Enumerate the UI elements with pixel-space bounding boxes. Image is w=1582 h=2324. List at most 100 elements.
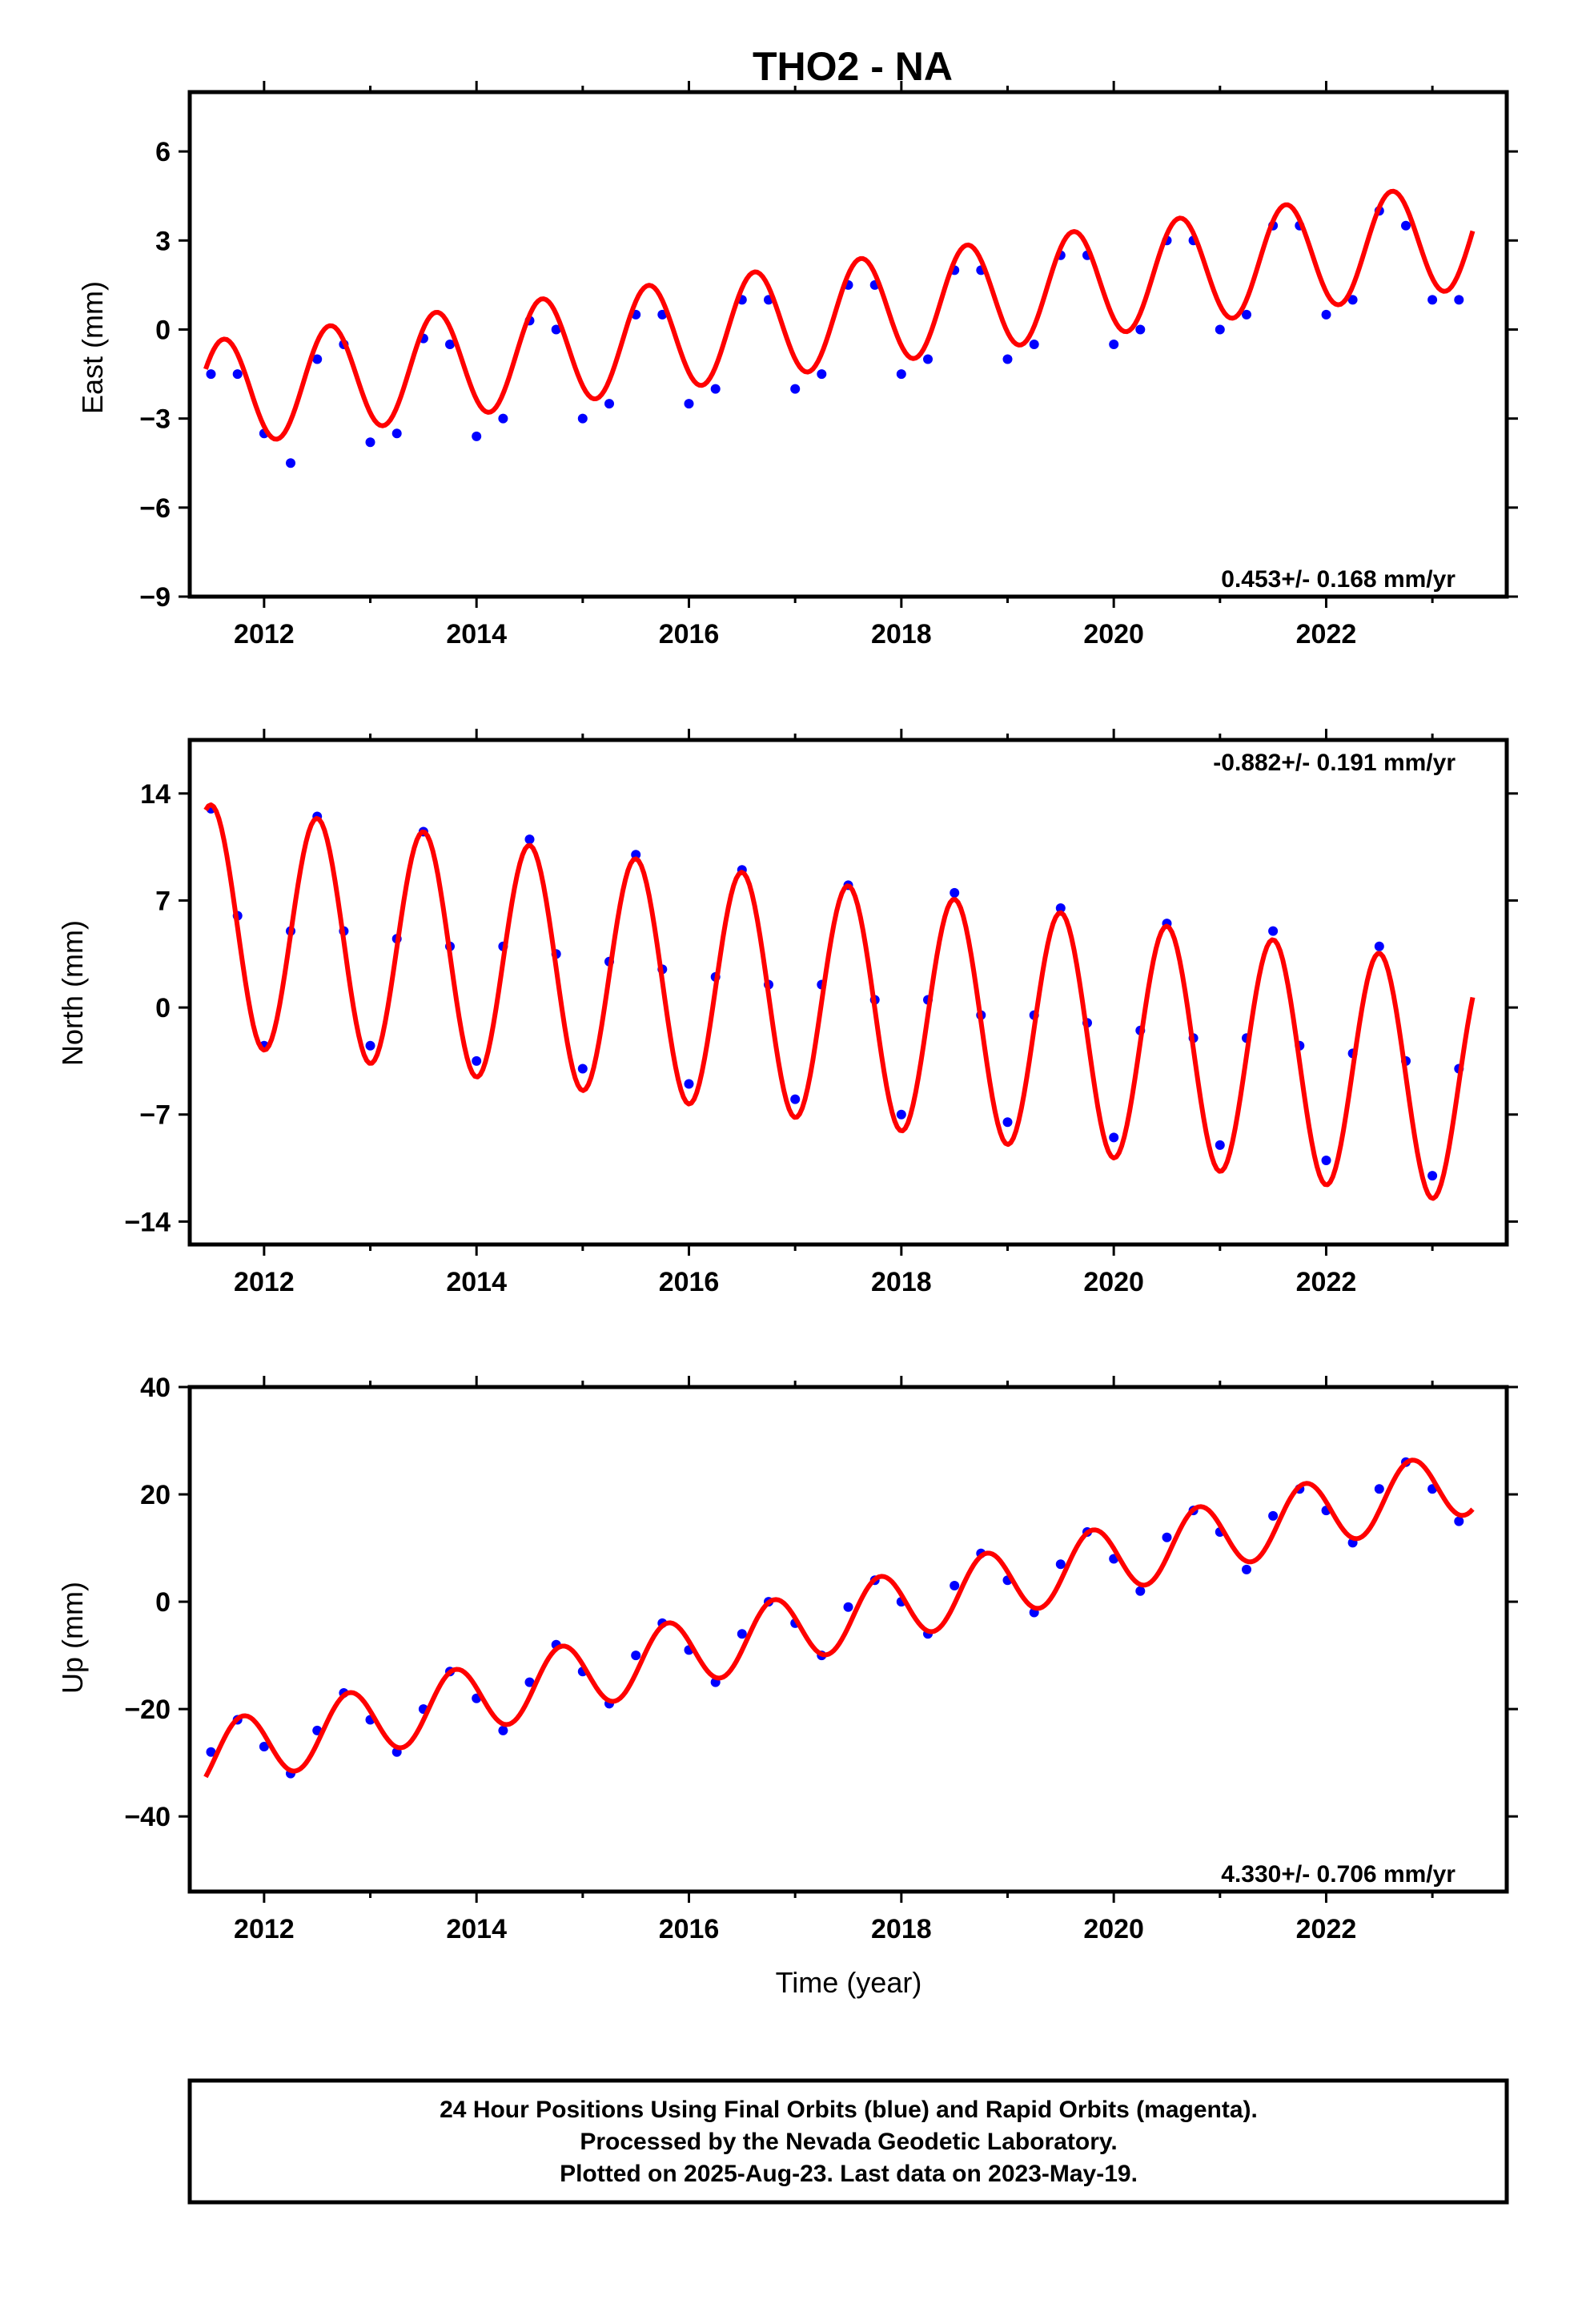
x-tick-label: 2014 <box>446 619 507 649</box>
data-point <box>1215 1140 1225 1150</box>
y-tick-label: 14 <box>140 779 171 810</box>
data-point <box>1109 340 1119 349</box>
north-rate-label: -0.882+/- 0.191 mm/yr <box>1213 750 1456 776</box>
data-point <box>524 1677 535 1687</box>
x-tick-label: 2020 <box>1083 1914 1144 1944</box>
east-frame <box>187 90 1509 599</box>
data-point <box>1135 1586 1146 1596</box>
up-model-line <box>203 1458 1475 1779</box>
up-panel: Up (mm) 2012 2014 2016 2018 2020 2022 40 20 0 −20… <box>56 1373 1518 1944</box>
y-tick-label: 20 <box>140 1480 171 1510</box>
data-point <box>1135 324 1146 335</box>
data-point <box>923 354 933 364</box>
x-tick-label: 2016 <box>659 1267 720 1297</box>
data-point <box>896 369 906 380</box>
footer-line-1: 24 Hour Positions Using Final Orbits (bl… <box>440 2097 1258 2123</box>
data-point <box>1427 295 1438 305</box>
x-tick-label: 2016 <box>659 1914 720 1944</box>
chart-title: THO2 - NA <box>753 44 953 89</box>
x-tick-label: 2012 <box>234 619 295 649</box>
x-tick-label: 2018 <box>871 1267 932 1297</box>
data-point <box>1109 1132 1119 1143</box>
data-point <box>790 1094 801 1104</box>
y-tick-label: 7 <box>155 886 171 916</box>
data-point <box>950 1581 960 1590</box>
x-tick-label: 2014 <box>446 1267 507 1297</box>
data-point <box>1242 1564 1251 1574</box>
data-point <box>843 1602 853 1612</box>
y-tick-label: −7 <box>139 1100 171 1131</box>
data-point <box>1374 1484 1384 1494</box>
data-point <box>1454 295 1464 305</box>
data-point <box>1162 1532 1172 1542</box>
data-point <box>631 850 641 860</box>
data-point <box>577 413 588 424</box>
data-point <box>286 458 295 468</box>
data-point <box>551 324 561 335</box>
data-point <box>1029 340 1039 349</box>
y-tick-label: 0 <box>155 993 171 1023</box>
data-point <box>365 1040 375 1051</box>
y-tick-label: −40 <box>124 1802 171 1832</box>
up-points <box>206 1457 1464 1779</box>
footer-frame <box>187 2078 1509 2205</box>
x-tick-label: 2020 <box>1083 1267 1144 1297</box>
footer-line-3: Plotted on 2025-Aug-23. Last data on 202… <box>560 2161 1138 2187</box>
data-point <box>737 1629 747 1639</box>
data-point <box>524 834 535 845</box>
data-point <box>710 384 721 394</box>
y-tick-label: 3 <box>155 226 171 256</box>
data-point <box>498 413 508 424</box>
y-tick-label: 0 <box>155 315 171 345</box>
x-tick-label: 2016 <box>659 619 720 649</box>
data-point <box>604 399 614 409</box>
data-point <box>1454 1516 1464 1526</box>
footer-box: 24 Hour Positions Using Final Orbits (bl… <box>187 2078 1509 2205</box>
y-tick-label: −20 <box>124 1695 171 1725</box>
east-model-line <box>203 188 1476 442</box>
north-ylabel: North (mm) <box>56 920 89 1066</box>
data-point <box>445 340 455 349</box>
data-point <box>950 887 960 898</box>
data-point <box>391 428 402 439</box>
y-tick-label: −3 <box>139 404 171 435</box>
model-line <box>203 802 1476 1201</box>
data-point <box>817 369 827 380</box>
data-point <box>498 1725 508 1735</box>
x-tick-label: 2022 <box>1296 1914 1357 1944</box>
data-point <box>1268 1510 1279 1521</box>
x-tick-label: 2012 <box>234 1267 295 1297</box>
data-point <box>684 399 694 409</box>
data-point <box>1002 354 1013 364</box>
data-point <box>312 354 323 364</box>
east-ticks: 2012 2014 2016 2018 2020 2022 6 3 0 −3 −6 −9 <box>139 81 1518 649</box>
x-tick-label: 2020 <box>1083 619 1144 649</box>
east-points <box>206 206 1464 468</box>
data-point <box>1002 1117 1013 1128</box>
up-ylabel: Up (mm) <box>56 1582 89 1694</box>
east-rate-label: 0.453+/- 0.168 mm/yr <box>1221 566 1456 593</box>
up-rate-label: 4.330+/- 0.706 mm/yr <box>1221 1861 1456 1888</box>
data-point <box>472 1055 482 1066</box>
data-point <box>232 369 243 380</box>
data-point <box>1374 941 1384 951</box>
data-point <box>365 437 375 448</box>
y-tick-label: −6 <box>139 493 171 524</box>
data-point <box>206 369 216 380</box>
data-point <box>1347 295 1358 305</box>
y-tick-label: −14 <box>124 1207 171 1237</box>
model-line <box>203 1458 1475 1779</box>
data-point <box>1242 309 1251 320</box>
model-line <box>203 188 1476 442</box>
data-point <box>577 1063 588 1074</box>
data-point <box>896 1109 906 1120</box>
x-tick-label: 2018 <box>871 1914 932 1944</box>
x-axis-title: Time (year) <box>776 1966 922 1999</box>
x-tick-label: 2018 <box>871 619 932 649</box>
x-tick-label: 2012 <box>234 1914 295 1944</box>
up-frame <box>187 1385 1509 1894</box>
y-tick-label: 0 <box>155 1587 171 1618</box>
data-point <box>684 1079 694 1089</box>
north-panel: North (mm) 2012 2014 2016 2018 2020 2022 14 7 0 −… <box>56 729 1518 1297</box>
